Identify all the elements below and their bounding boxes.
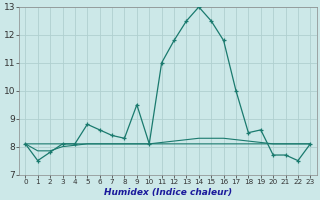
X-axis label: Humidex (Indice chaleur): Humidex (Indice chaleur)	[104, 188, 232, 197]
